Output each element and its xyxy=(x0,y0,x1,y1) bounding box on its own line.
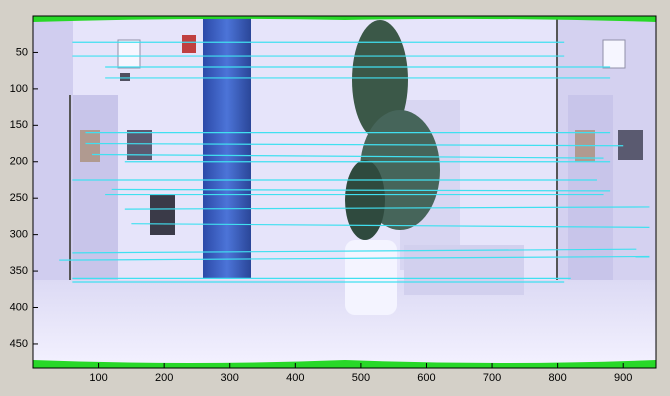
y-tick-label: 450 xyxy=(10,338,28,350)
y-tick-label: 50 xyxy=(16,46,28,58)
figure: 100 200 300 400 500 600 700 800 900 50 100 150 200 25… xyxy=(0,0,670,396)
x-tick-label: 100 xyxy=(89,372,107,384)
x-tick-label: 200 xyxy=(155,372,173,384)
x-tick-label: 300 xyxy=(221,372,239,384)
y-tick-label: 300 xyxy=(10,229,28,241)
y-tick-label: 400 xyxy=(10,301,28,313)
y-tick-label: 250 xyxy=(10,192,28,204)
y-tick-label: 100 xyxy=(10,83,28,95)
photo xyxy=(33,16,656,368)
x-tick-label: 500 xyxy=(352,372,370,384)
y-tick-label: 350 xyxy=(10,265,28,277)
x-tick-label: 400 xyxy=(286,372,304,384)
x-tick-label: 600 xyxy=(417,372,435,384)
x-tick-label: 700 xyxy=(483,372,501,384)
x-tick-label: 800 xyxy=(548,372,566,384)
y-tick-label: 150 xyxy=(10,119,28,131)
y-tick-label: 200 xyxy=(10,156,28,168)
x-tick-label: 900 xyxy=(614,372,632,384)
